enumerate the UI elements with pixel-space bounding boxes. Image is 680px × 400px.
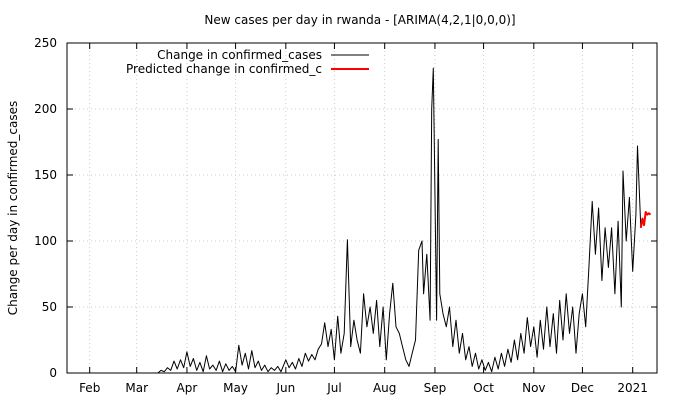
y-tick-label: 150: [34, 168, 57, 182]
x-tick-label: Mar: [125, 381, 148, 395]
y-tick-label: 100: [34, 234, 57, 248]
x-tick-label: Oct: [473, 381, 494, 395]
legend-label: Change in confirmed_cases: [157, 48, 322, 62]
x-tick-label: Apr: [177, 381, 198, 395]
plot-frame: [66, 42, 658, 374]
series-line-predicted: [639, 211, 652, 228]
ticks: 0 50 100 150 200 250 Feb Mar Apr May Jun Jul Aug Sep O…: [34, 36, 657, 395]
series-layer: [157, 67, 652, 374]
x-tick-label: Dec: [571, 381, 594, 395]
x-tick-label: 2021: [617, 381, 648, 395]
series-line-confirmed-cases: [157, 67, 642, 374]
x-tick-label: Aug: [373, 381, 396, 395]
x-tick-label: Sep: [424, 381, 447, 395]
x-tick-label: May: [223, 381, 248, 395]
legend-label: Predicted change in confirmed_c: [126, 62, 322, 76]
x-tick-label: Feb: [79, 381, 100, 395]
x-tick-label: Jul: [326, 381, 341, 395]
x-tick-label: Jun: [275, 381, 295, 395]
y-tick-label: 200: [34, 102, 57, 116]
x-tick-label: Nov: [522, 381, 545, 395]
y-tick-label: 0: [49, 366, 57, 380]
chart-title: New cases per day in rwanda - [ARIMA(4,2…: [204, 13, 515, 27]
y-axis-title: Change per day in confirmed_cases: [6, 101, 20, 316]
y-tick-label: 50: [42, 300, 57, 314]
y-tick-label: 250: [34, 36, 57, 50]
